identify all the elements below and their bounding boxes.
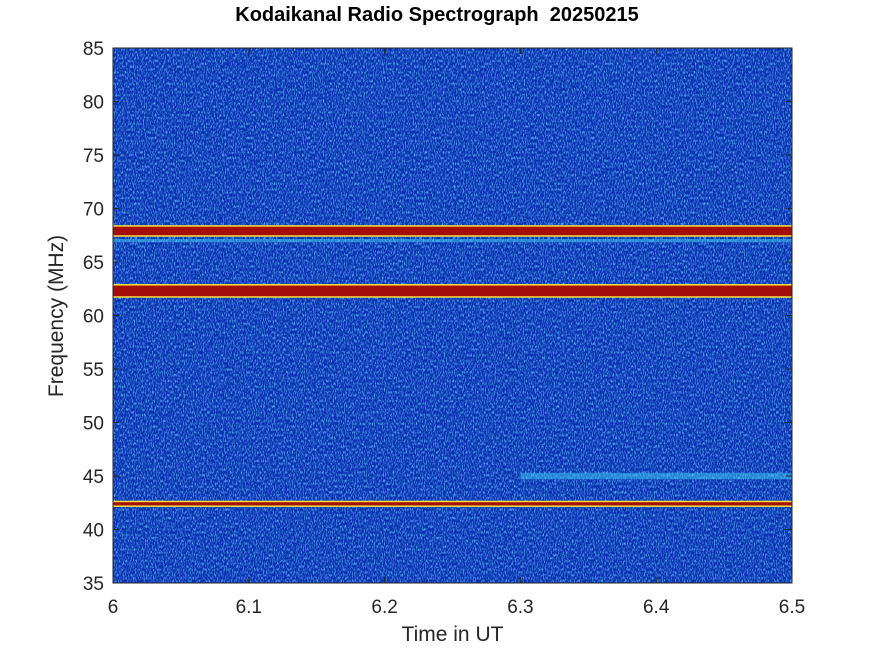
- y-tick-label: 80: [83, 93, 104, 114]
- emission-band-2: [113, 284, 792, 298]
- y-tick-label: 55: [83, 360, 104, 381]
- y-tick-label: 35: [83, 574, 104, 595]
- x-tick-label: 6.5: [779, 597, 805, 618]
- y-tick-label: 60: [83, 307, 104, 328]
- spectrogram-noise-texture: [113, 48, 792, 583]
- band-core: [113, 226, 792, 236]
- y-tick-label: 50: [83, 414, 104, 435]
- emission-band-4: [520, 472, 792, 480]
- band-core: [113, 502, 792, 506]
- band-core: [113, 285, 792, 297]
- y-tick-label: 40: [83, 521, 104, 542]
- emission-band-1: [113, 225, 792, 237]
- chart-title: Kodaikanal Radio Spectrograph 20250215: [235, 4, 639, 26]
- x-tick-label: 6: [108, 597, 119, 618]
- y-tick-label: 45: [83, 467, 104, 488]
- y-tick-label: 70: [83, 200, 104, 221]
- x-tick-label: 6.2: [371, 597, 397, 618]
- emission-band-5: [113, 238, 792, 243]
- emission-band-3: [113, 500, 792, 507]
- x-tick-label: 6.1: [236, 597, 262, 618]
- band-faint: [113, 238, 792, 243]
- x-axis-label: Time in UT: [401, 623, 504, 646]
- y-tick-label: 85: [83, 39, 104, 60]
- x-tick-label: 6.3: [507, 597, 533, 618]
- y-tick-label: 65: [83, 253, 104, 274]
- y-tick-label: 75: [83, 146, 104, 167]
- x-tick-label: 6.4: [643, 597, 670, 618]
- y-axis-label: Frequency (MHz): [45, 234, 68, 398]
- band-faint: [520, 472, 792, 480]
